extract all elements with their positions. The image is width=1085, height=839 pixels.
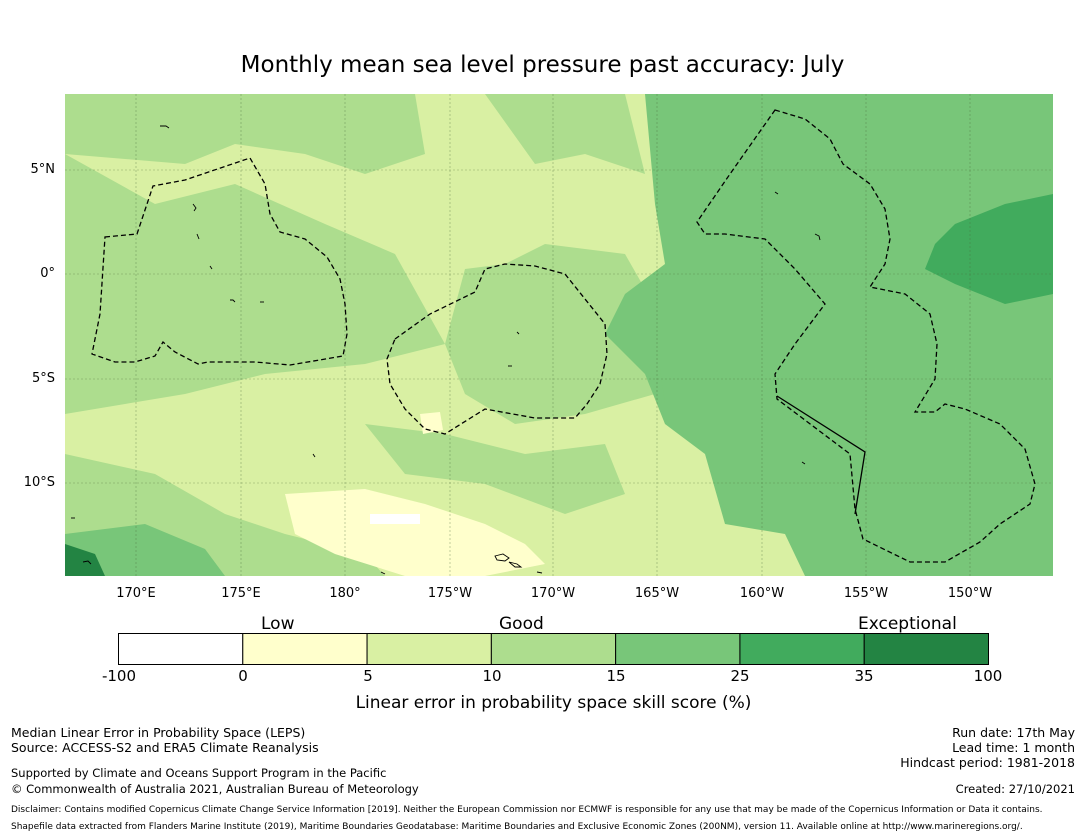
eez-boundaries <box>91 109 1036 563</box>
region-good-north <box>65 94 425 174</box>
region-good-south <box>365 424 625 514</box>
lon-label: 180° <box>329 586 361 601</box>
footer-shapefile-credit: Shapefile data extracted from Flanders M… <box>11 822 1023 832</box>
colorbar-segment <box>366 633 492 665</box>
colorbar-tick: 10 <box>482 667 502 685</box>
island <box>814 233 821 241</box>
footer-lead-time: Lead time: 1 month <box>952 740 1075 755</box>
region-verygood-east <box>605 94 1053 576</box>
footer-run-date: Run date: 17th May <box>952 725 1075 740</box>
footer-disclaimer: Disclaimer: Contains modified Copernicus… <box>11 805 1043 815</box>
island <box>508 561 523 568</box>
lon-label: 170°E <box>116 586 156 601</box>
colorbar-tick: 35 <box>854 667 874 685</box>
colorbar-tick: 0 <box>238 667 248 685</box>
lon-label: 165°W <box>634 586 680 601</box>
colorbar-caption-low: Low <box>261 614 295 634</box>
island <box>536 571 543 574</box>
colorbar-caption-exceptional: Exceptional <box>858 614 957 634</box>
footer-support: Supported by Climate and Oceans Support … <box>11 766 387 780</box>
island <box>312 453 316 458</box>
lon-label: 155°W <box>843 586 889 601</box>
region-excellent-sw <box>65 544 105 576</box>
island <box>192 203 197 212</box>
island <box>801 461 806 465</box>
skill-score-map <box>65 94 1053 576</box>
colorbar-tick: 25 <box>730 667 750 685</box>
lon-label: 170°W <box>530 586 576 601</box>
colorbar-segment <box>863 633 989 665</box>
island <box>230 299 236 303</box>
colorbar-segment <box>615 633 741 665</box>
lon-label: 175°W <box>427 586 473 601</box>
island <box>516 331 520 335</box>
island <box>160 125 170 129</box>
colorbar-tick: -100 <box>101 667 137 685</box>
lat-label: 5°N <box>30 162 56 177</box>
colorbar-segment <box>490 633 617 665</box>
eez-boundary-west <box>91 157 348 366</box>
colorbar-tick: 5 <box>363 667 373 685</box>
region-minimal-south <box>370 514 420 524</box>
footer-source: Source: ACCESS-S2 and ERA5 Climate Reana… <box>11 740 319 755</box>
region-good-west <box>65 154 445 414</box>
colorbar-tick: 15 <box>606 667 626 685</box>
lon-label: 160°W <box>739 586 785 601</box>
colorbar-caption-good: Good <box>499 614 544 634</box>
island <box>380 571 386 575</box>
lat-label: 5°S <box>31 371 55 386</box>
map-title: Monthly mean sea level pressure past acc… <box>240 52 845 78</box>
region-low-south <box>285 489 545 576</box>
island <box>209 265 213 270</box>
island <box>494 553 510 562</box>
region-verygood-sw <box>65 524 225 576</box>
region-good-band <box>485 94 645 174</box>
colorbar-segment <box>242 633 368 665</box>
footer-hindcast: Hindcast period: 1981-2018 <box>900 755 1075 770</box>
lat-label: 0° <box>40 266 55 281</box>
region-low-centre <box>420 412 443 434</box>
island <box>82 560 92 565</box>
island <box>196 233 200 240</box>
lon-label: 175°E <box>221 586 261 601</box>
region-excellent-east <box>925 194 1053 304</box>
footer-copyright: © Commonwealth of Australia 2021, Austra… <box>11 782 419 796</box>
colorbar-label: Linear error in probability space skill … <box>355 693 752 713</box>
colorbar-segment <box>118 633 244 665</box>
footer-method: Median Linear Error in Probability Space… <box>11 725 306 740</box>
lat-label: 10°S <box>23 475 55 490</box>
graticule <box>65 94 1053 576</box>
islands <box>71 125 821 575</box>
island <box>774 191 779 195</box>
footer-created: Created: 27/10/2021 <box>955 782 1075 796</box>
colorbar-segment <box>739 633 865 665</box>
eez-boundary-central <box>386 263 608 435</box>
colorbar-tick: 100 <box>973 667 1003 685</box>
eez-boundary-solid <box>776 395 866 515</box>
lon-label: 150°W <box>947 586 993 601</box>
eez-boundary-east <box>696 109 1036 563</box>
colorbar <box>118 633 989 665</box>
